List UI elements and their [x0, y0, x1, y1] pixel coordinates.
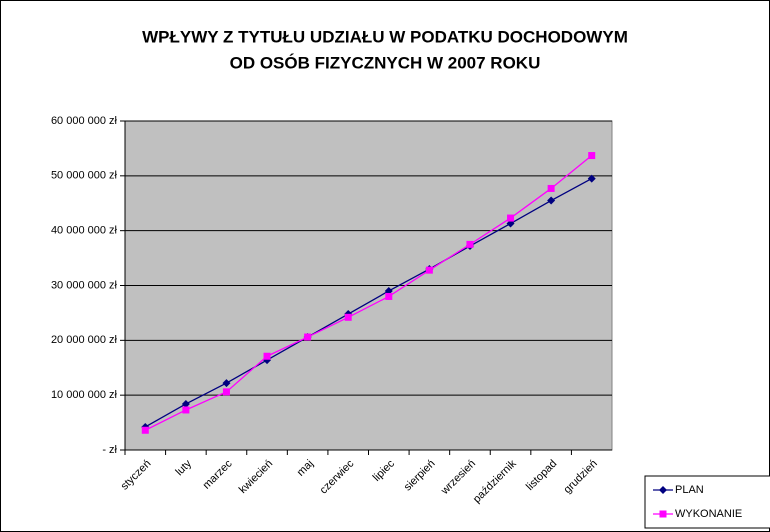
data-point [588, 152, 596, 160]
data-point [182, 406, 190, 414]
chart-title: WPŁYWY Z TYTUŁU UDZIAŁU W PODATKU DOCHOD… [142, 27, 628, 46]
data-point [547, 184, 555, 192]
y-tick-label: 20 000 000 zł [51, 334, 118, 346]
data-point [385, 292, 393, 300]
chart-title: OD OSÓB FIZYCZNYCH W 2007 ROKU [230, 53, 541, 72]
y-tick-label: 40 000 000 zł [51, 225, 118, 237]
series-line [145, 155, 593, 431]
data-point [222, 379, 231, 388]
data-point [547, 196, 556, 205]
data-point [425, 266, 433, 274]
series-line [144, 178, 593, 428]
data-point [263, 352, 271, 360]
y-tick-label: 10 000 000 zł [51, 389, 118, 401]
legend-box [644, 475, 770, 529]
data-point [587, 174, 596, 183]
legend-label: PLAN [675, 484, 704, 496]
legend-marker [659, 486, 667, 494]
data-point [222, 388, 230, 396]
legend-label: WYKONANIE [675, 508, 742, 520]
legend-marker [659, 510, 667, 518]
data-point [304, 333, 312, 341]
y-tick-label: 60 000 000 zł [51, 115, 118, 127]
data-point [181, 399, 190, 408]
data-point [507, 214, 515, 222]
y-tick-label: 30 000 000 zł [51, 279, 118, 291]
y-tick-label: - zł [102, 444, 117, 456]
y-tick-label: 50 000 000 zł [51, 170, 118, 182]
data-point [344, 313, 352, 321]
data-point [141, 426, 149, 434]
data-point [466, 240, 474, 248]
